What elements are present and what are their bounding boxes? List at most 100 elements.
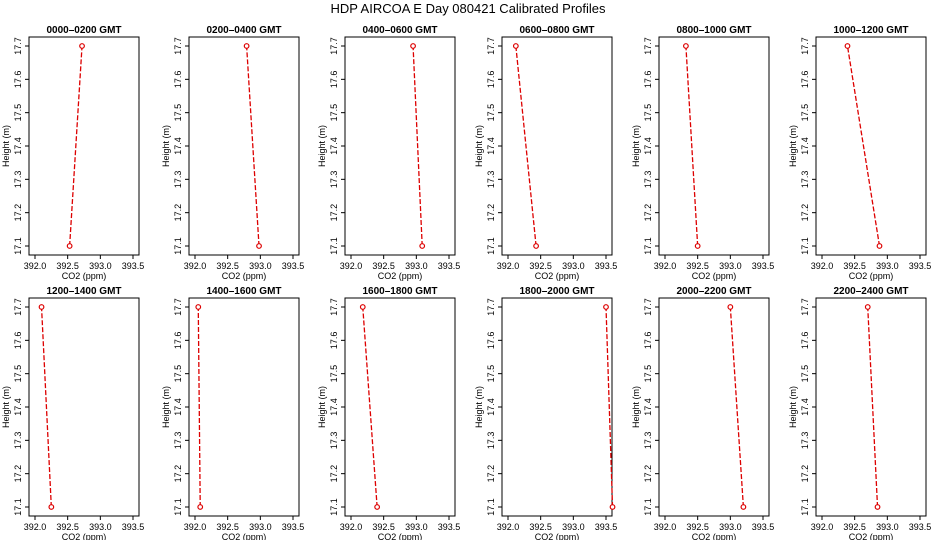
x-tick-label: 393.0	[719, 522, 742, 532]
y-tick-label: 17.6	[173, 332, 183, 350]
y-tick-label: 17.6	[486, 71, 496, 89]
data-point	[256, 243, 262, 249]
data-point	[79, 43, 85, 49]
profile-line	[40, 306, 52, 508]
data-point	[374, 504, 381, 510]
plot-frame	[501, 297, 613, 517]
y-axis-label: Height (m)	[317, 386, 327, 428]
y-tick-label: 17.3	[800, 171, 810, 189]
profile-line	[245, 45, 260, 247]
y-tick-label: 17.4	[173, 137, 183, 155]
y-tick-label: 17.7	[800, 298, 810, 316]
profile-line	[197, 306, 201, 508]
x-tick-label: 392.5	[843, 261, 866, 271]
x-tick-label: 393.5	[752, 522, 775, 532]
profile-line	[68, 45, 83, 247]
y-tick-label: 17.1	[643, 498, 653, 516]
panel-title: 1200–1400 GMT	[46, 286, 121, 297]
y-tick-label: 17.3	[800, 432, 810, 450]
profile-line	[605, 306, 614, 508]
y-tick-label: 17.3	[643, 432, 653, 450]
profile-line	[729, 306, 745, 508]
data-point	[727, 304, 734, 310]
data-point	[48, 504, 55, 510]
x-tick-label: 393.5	[909, 261, 932, 271]
data-point	[740, 504, 747, 510]
x-tick-label: 393.0	[249, 522, 272, 532]
y-tick-label: 17.7	[329, 298, 339, 316]
x-tick-label: 393.5	[752, 261, 775, 271]
data-point	[419, 243, 426, 249]
x-tick-label: 392.5	[686, 522, 709, 532]
x-tick-label: 393.5	[438, 261, 461, 271]
plot-frame	[815, 297, 927, 517]
y-tick-label: 17.6	[800, 332, 810, 350]
y-tick-label: 17.7	[13, 298, 23, 316]
plot-frame	[28, 36, 140, 256]
y-tick-label: 17.6	[486, 332, 496, 350]
x-tick-label: 393.5	[595, 522, 618, 532]
y-tick-label: 17.1	[173, 237, 183, 255]
y-tick-label: 17.6	[173, 71, 183, 89]
x-tick-label: 392.0	[811, 522, 834, 532]
data-point	[512, 43, 519, 49]
data-point	[864, 304, 871, 310]
y-tick-label: 17.7	[643, 37, 653, 55]
x-tick-label: 393.5	[282, 261, 305, 271]
panel-title: 2200–2400 GMT	[833, 286, 908, 297]
profile-line	[515, 45, 537, 247]
y-tick-label: 17.3	[13, 171, 23, 189]
y-axis-label: Height (m)	[474, 386, 484, 428]
profile-line	[846, 45, 881, 247]
y-tick-label: 17.3	[643, 171, 653, 189]
page-title: HDP AIRCOA E Day 080421 Calibrated Profi…	[330, 1, 606, 16]
y-tick-label: 17.2	[643, 465, 653, 483]
y-tick-label: 17.1	[800, 498, 810, 516]
y-tick-label: 17.5	[13, 104, 23, 122]
data-point	[359, 304, 366, 310]
y-tick-label: 17.4	[486, 137, 496, 155]
panel-title: 1800–2000 GMT	[519, 286, 594, 297]
y-tick-label: 17.4	[800, 137, 810, 155]
data-point	[197, 504, 204, 510]
x-axis-label: CO2 (ppm)	[378, 532, 423, 540]
x-tick-label: 392.0	[184, 261, 207, 271]
data-point	[410, 43, 416, 49]
profile-line	[685, 45, 699, 247]
y-tick-label: 17.2	[329, 465, 339, 483]
y-axis-label: Height (m)	[1, 386, 11, 428]
plot-frame	[188, 36, 300, 256]
y-tick-label: 17.4	[486, 398, 496, 416]
panel-title: 1600–1800 GMT	[362, 286, 437, 297]
x-tick-label: 392.0	[24, 522, 47, 532]
x-tick-label: 393.0	[562, 522, 585, 532]
y-tick-label: 17.5	[800, 104, 810, 122]
y-tick-label: 17.7	[13, 37, 23, 55]
y-tick-label: 17.2	[800, 204, 810, 222]
x-tick-label: 393.0	[405, 261, 428, 271]
plot-frame	[344, 36, 456, 256]
y-tick-label: 17.7	[800, 37, 810, 55]
y-tick-label: 17.6	[329, 71, 339, 89]
y-axis-label: Height (m)	[631, 386, 641, 428]
y-tick-label: 17.6	[329, 332, 339, 350]
x-tick-label: 392.0	[184, 522, 207, 532]
y-tick-label: 17.4	[329, 137, 339, 155]
x-axis-label: CO2 (ppm)	[222, 532, 267, 540]
x-axis-label: CO2 (ppm)	[62, 532, 107, 540]
x-tick-label: 393.0	[89, 522, 112, 532]
y-tick-label: 17.7	[173, 298, 183, 316]
plot-frame	[344, 297, 456, 517]
plot-frame	[658, 297, 770, 517]
y-tick-label: 17.5	[800, 365, 810, 383]
y-tick-label: 17.6	[800, 71, 810, 89]
y-tick-label: 17.7	[173, 37, 183, 55]
y-tick-label: 17.3	[173, 432, 183, 450]
y-tick-label: 17.5	[643, 365, 653, 383]
y-tick-label: 17.4	[173, 398, 183, 416]
data-point	[66, 243, 73, 249]
x-tick-label: 392.0	[654, 261, 677, 271]
y-tick-label: 17.4	[13, 398, 23, 416]
data-point	[195, 304, 202, 310]
plot-frame	[658, 36, 770, 256]
